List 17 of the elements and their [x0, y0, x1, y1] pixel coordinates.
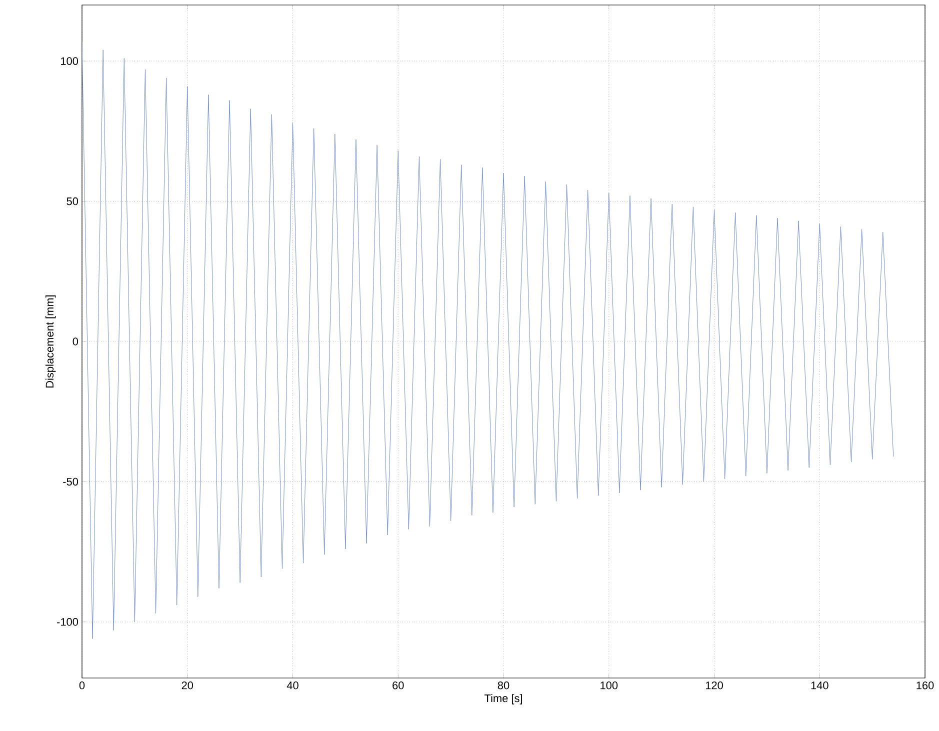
x-tick-label: 120 [706, 682, 723, 690]
line-series [82, 41, 894, 639]
x-tick-label: 20 [182, 682, 194, 690]
x-tick-label: 60 [392, 682, 404, 690]
x-tick-label: 40 [286, 682, 298, 690]
x-tick-label: 100 [600, 682, 618, 690]
x-tick-label: 140 [811, 682, 828, 690]
y-tick-label: -100 [57, 618, 78, 626]
y-tick-label: -50 [63, 478, 78, 486]
x-tick-label: 0 [79, 682, 85, 690]
y-tick-label: 50 [66, 197, 78, 206]
x-tick-label: 80 [498, 682, 510, 690]
x-tick-label: 160 [916, 682, 934, 690]
x-axis-title: Time [s] [484, 694, 522, 704]
y-tick-label: 0 [72, 338, 78, 346]
y-axis-title: Displacement [mm] [45, 295, 56, 388]
y-tick-label: 100 [61, 57, 78, 65]
